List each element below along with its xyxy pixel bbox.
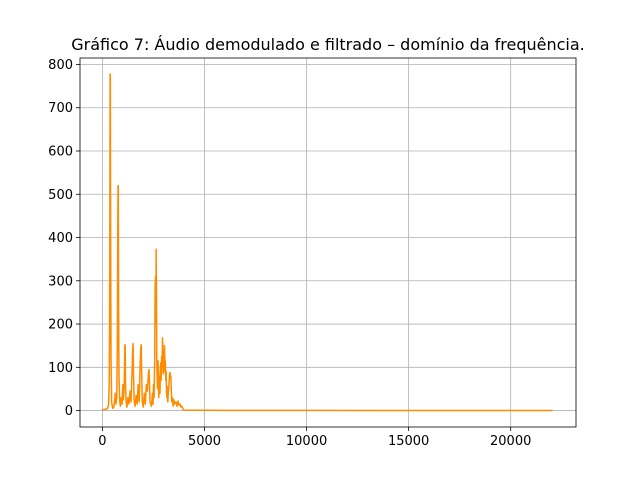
y-tick-label: 200 <box>48 318 73 333</box>
chart-title: Gráfico 7: Áudio demodulado e filtrado –… <box>71 35 585 54</box>
y-tick-label: 0 <box>65 404 73 419</box>
x-tick-label: 10000 <box>286 434 327 449</box>
plot-area <box>102 73 553 412</box>
series-line-1 <box>102 73 553 412</box>
y-tick-label: 600 <box>48 145 73 160</box>
y-tick-label: 500 <box>48 188 73 203</box>
y-tick-label: 100 <box>48 361 73 376</box>
axes-frame <box>79 57 577 428</box>
x-tick-label: 0 <box>98 434 106 449</box>
y-tick-label: 400 <box>48 231 73 246</box>
x-tick-label: 15000 <box>388 434 429 449</box>
y-axis-ticks: 0 100 200 300 400 500 600 700 800 <box>48 58 80 419</box>
axes <box>79 57 577 428</box>
y-tick-label: 300 <box>48 274 73 289</box>
x-tick-label: 20000 <box>490 434 531 449</box>
y-tick-label: 700 <box>48 101 73 116</box>
x-axis-ticks: 0 5000 10000 15000 20000 <box>98 427 531 449</box>
y-tick-label: 800 <box>48 58 73 73</box>
x-tick-label: 5000 <box>188 434 221 449</box>
